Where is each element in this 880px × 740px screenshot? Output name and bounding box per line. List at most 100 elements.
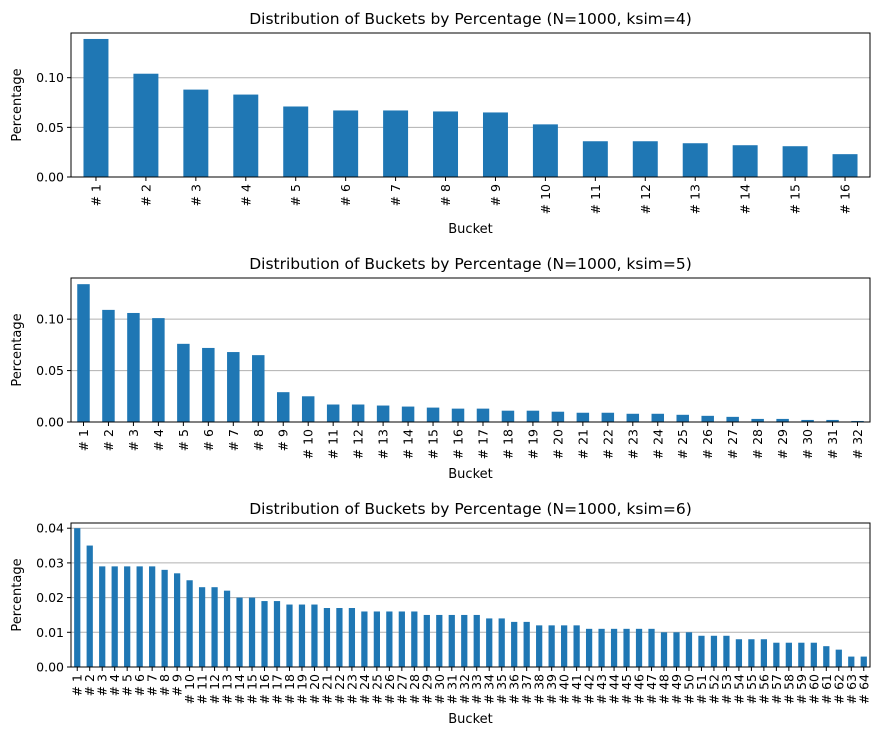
bar [298,604,306,667]
x-tick-label: # 18 [282,674,297,704]
x-tick-label: # 41 [569,674,584,704]
bar [632,141,658,177]
y-tick-label: 0.10 [36,70,64,85]
bar [623,628,630,667]
bar [676,414,689,422]
bar [601,412,615,422]
bar [776,418,789,422]
x-tick-label: # 25 [675,429,690,459]
bar [127,312,140,422]
bar [273,601,281,667]
x-tick-label: # 26 [700,429,715,459]
plot-frame [70,277,871,423]
x-tick-label: # 31 [825,429,840,459]
bar [348,608,356,667]
bar [276,392,290,422]
x-tick-label: # 1 [76,429,91,451]
bar [536,625,543,667]
bar [286,604,293,667]
bar [698,635,705,667]
x-tick-label: # 37 [519,674,534,704]
x-tick-label: # 30 [432,674,447,704]
bar [233,94,259,177]
bar [511,621,518,667]
x-tick-label: # 13 [220,674,235,704]
bar [748,639,755,667]
x-tick-label: # 14 [232,674,247,704]
bar [124,566,131,667]
bar [723,635,730,667]
bar [532,124,558,177]
x-tick-label: # 30 [800,429,815,459]
bar [773,642,780,667]
x-tick-label: # 32 [850,429,865,459]
x-tick-label: # 45 [619,674,634,704]
x-tick-label: # 12 [638,184,653,214]
x-tick-label: # 15 [788,184,803,214]
x-tick-label: # 14 [738,184,753,214]
bar [401,406,415,422]
x-axis-label: Bucket [448,712,492,727]
x-tick-label: # 21 [319,674,334,704]
bar [732,145,758,177]
x-tick-label: # 58 [781,674,796,704]
x-tick-label: # 4 [238,184,253,206]
bar [848,656,855,667]
x-tick-label: # 2 [82,674,97,696]
x-tick-label: # 14 [401,429,416,459]
x-tick-label: # 59 [794,674,809,704]
x-tick-label: # 3 [126,429,141,451]
bar [782,146,808,177]
x-tick-label: # 13 [376,429,391,459]
bar [660,632,668,667]
x-tick-label: # 46 [632,674,647,704]
x-tick-label: # 3 [95,674,110,696]
bar [99,566,106,667]
x-tick-label: # 49 [669,674,684,704]
x-tick-label: # 9 [276,429,291,451]
bar [810,642,817,667]
plot-frame [70,32,871,178]
x-tick-label: # 27 [394,674,409,704]
bar [448,614,455,667]
x-tick-label: # 12 [351,429,366,459]
x-tick-label: # 9 [488,184,503,206]
y-axis-label: Percentage [10,68,25,141]
x-tick-label: # 42 [582,674,597,704]
bar [248,597,256,667]
x-tick-label: # 4 [107,674,122,696]
x-tick-label: # 53 [719,674,734,704]
bar [383,110,409,177]
bar [576,412,590,422]
bar [152,318,165,422]
bar [682,143,708,177]
bar [726,416,739,422]
bar [835,649,842,667]
y-tick-label: 0.01 [36,625,64,640]
x-tick-label: # 18 [500,429,515,459]
x-tick-label: # 28 [407,674,422,704]
bar [501,410,515,422]
bar [473,614,480,667]
x-tick-label: # 60 [806,674,821,704]
x-tick-label: # 47 [644,674,659,704]
bar [83,38,109,178]
x-tick-label: # 6 [201,429,216,451]
x-tick-label: # 5 [288,184,303,206]
x-tick-label: # 28 [750,429,765,459]
bar [426,407,440,422]
x-tick-label: # 11 [195,674,210,704]
x-tick-label: # 17 [269,674,284,704]
bar [610,628,618,667]
x-tick-label: # 6 [132,674,147,696]
x-tick-label: # 2 [138,184,153,206]
bar [735,639,743,667]
x-axis-label: Bucket [448,222,492,237]
y-tick-label: 0.05 [36,120,64,135]
y-tick-label: 0.00 [36,660,64,675]
chart-panel-1: 0.00 0.05 0.10 # 1 # 2 # 3 # 4 # 5 # 6 # 7 # 8 # 9 #… [10,10,871,237]
bar [74,528,81,667]
x-tick-label: # 8 [157,674,172,696]
bar [323,608,331,667]
x-tick-label: # 31 [444,674,459,704]
